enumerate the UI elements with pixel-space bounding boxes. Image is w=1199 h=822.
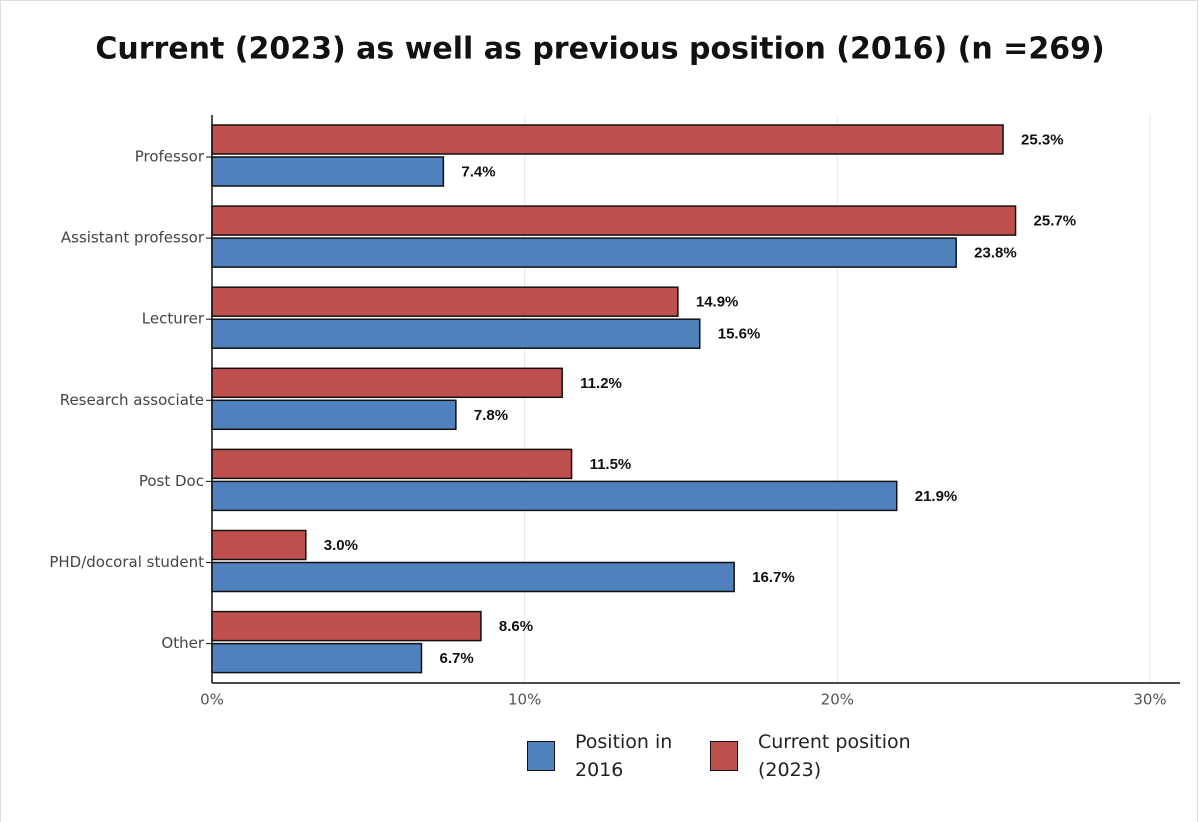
x-tick-label: 30% [1133,691,1166,709]
bar [211,124,1004,155]
chart-title: Current (2023) as well as previous posit… [95,32,1104,67]
y-tick-label: Research associate [60,391,204,409]
data-label: 7.8% [474,407,508,424]
data-label: 8.6% [499,618,533,635]
bar [211,399,457,431]
legend-label: Position in 2016 [575,731,673,781]
legend-swatch [527,741,555,771]
y-tick-label: Other [161,634,204,652]
legend-swatch [710,741,738,771]
legend-label: Current position (2023) [758,731,911,781]
data-label: 25.3% [1021,131,1064,148]
data-label: 3.0% [324,537,358,554]
bar [211,205,1017,236]
bar [211,156,445,187]
data-label: 23.8% [974,245,1017,262]
y-tick-label: Assistant professor [61,229,205,247]
data-label: 6.7% [439,650,473,667]
bar [211,561,735,593]
bar [211,237,957,268]
bar [211,610,482,642]
bar [211,286,679,317]
bar [211,642,423,674]
data-label: 11.5% [590,456,632,473]
data-label: 11.2% [580,375,622,392]
data-label: 7.4% [461,163,495,180]
data-label: 14.9% [696,294,739,311]
bar [211,448,573,480]
legend-item: Current position (2023) [710,728,938,784]
bar [211,529,307,561]
legend-item: Position in 2016 [527,728,685,784]
x-tick-label: 10% [508,691,541,709]
data-label: 25.7% [1034,213,1077,230]
data-label: 21.9% [915,488,958,505]
y-tick-label: Lecturer [142,310,205,328]
bar [211,318,701,349]
bar [211,480,898,512]
y-tick-label: Post Doc [139,472,204,490]
data-label: 15.6% [718,326,761,343]
x-tick-label: 0% [200,691,224,709]
x-tick-label: 20% [821,691,854,709]
bar [211,367,563,399]
y-tick-label: PHD/docoral student [49,553,204,571]
y-tick-label: Professor [135,148,205,166]
data-label: 16.7% [752,569,795,586]
